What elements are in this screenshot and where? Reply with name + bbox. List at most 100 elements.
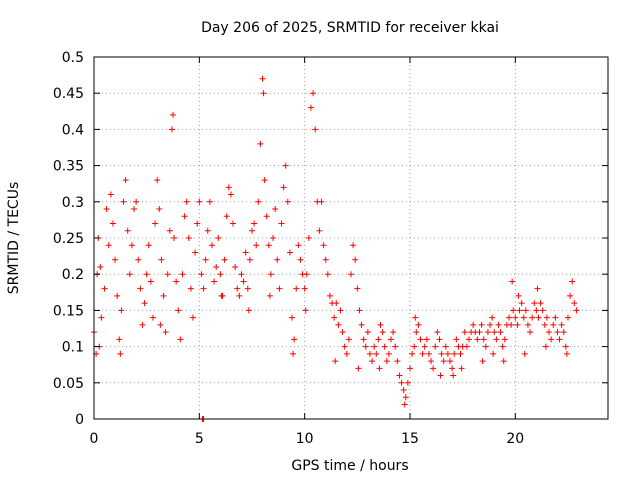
data-point — [534, 285, 541, 292]
data-point — [335, 321, 342, 328]
data-point — [333, 300, 340, 307]
data-point — [369, 358, 376, 365]
data-point — [318, 198, 325, 205]
data-point — [388, 336, 395, 343]
data-point — [371, 343, 378, 350]
data-point — [105, 242, 112, 249]
data-point — [124, 227, 131, 234]
data-point — [432, 343, 439, 350]
data-point — [449, 365, 456, 372]
data-point — [145, 242, 152, 249]
data-point — [149, 314, 156, 321]
data-point — [221, 256, 228, 263]
y-tick-label: 0.3 — [62, 195, 84, 211]
y-tick-label: 0.35 — [53, 159, 84, 175]
data-point — [402, 394, 409, 401]
data-point — [375, 336, 382, 343]
data-point — [470, 321, 477, 328]
data-point — [379, 329, 386, 336]
data-point — [404, 379, 411, 386]
data-point — [350, 242, 357, 249]
data-point — [303, 271, 310, 278]
data-points — [91, 75, 580, 422]
data-point — [531, 300, 538, 307]
data-point — [272, 206, 279, 213]
data-point — [305, 235, 312, 241]
data-point — [533, 307, 540, 314]
data-point — [139, 321, 146, 328]
data-point — [550, 321, 557, 328]
data-point — [419, 350, 426, 357]
data-point — [546, 329, 553, 336]
data-point — [244, 285, 251, 292]
data-point — [251, 220, 258, 227]
y-tick-label: 0.1 — [62, 340, 84, 356]
data-point — [354, 285, 361, 292]
data-point — [461, 329, 468, 336]
data-point — [204, 227, 211, 234]
data-point — [558, 321, 565, 328]
data-point — [411, 343, 418, 350]
data-point — [425, 350, 432, 357]
data-point — [394, 358, 401, 365]
data-point — [128, 242, 135, 249]
data-point — [284, 198, 291, 205]
data-point — [495, 321, 502, 328]
data-point — [482, 343, 489, 350]
data-point — [567, 292, 574, 299]
data-point — [510, 307, 517, 314]
data-point — [406, 365, 413, 372]
data-point — [409, 350, 416, 357]
data-point — [421, 343, 428, 350]
data-point — [257, 140, 264, 147]
data-point — [98, 314, 105, 321]
data-point — [423, 336, 430, 343]
data-point — [524, 321, 531, 328]
data-point — [122, 177, 129, 184]
data-point — [381, 343, 388, 350]
data-point — [478, 321, 485, 328]
data-point — [356, 307, 363, 314]
data-point — [362, 343, 369, 350]
data-point — [293, 285, 300, 292]
x-tick-label: 10 — [296, 431, 314, 447]
data-point — [450, 372, 457, 379]
data-point — [339, 329, 346, 336]
data-point — [493, 336, 500, 343]
data-point — [316, 227, 323, 234]
data-point — [412, 314, 419, 321]
data-point — [290, 350, 297, 357]
data-point — [360, 336, 367, 343]
data-point — [463, 343, 470, 350]
data-point — [234, 285, 241, 292]
data-point — [352, 256, 359, 263]
data-point — [436, 336, 443, 343]
data-point — [345, 336, 352, 343]
data-point — [208, 242, 215, 249]
x-axis-label: GPS time / hours — [291, 458, 408, 474]
data-point — [366, 350, 373, 357]
data-point — [491, 329, 498, 336]
data-point — [398, 379, 405, 386]
data-point — [230, 220, 237, 227]
data-point — [401, 401, 408, 408]
data-point — [415, 321, 422, 328]
data-point — [537, 300, 544, 307]
data-point — [465, 336, 472, 343]
data-point — [156, 206, 163, 213]
data-point — [322, 256, 329, 263]
data-point — [183, 198, 190, 205]
data-point — [202, 256, 209, 263]
data-point — [171, 235, 178, 241]
data-point — [518, 300, 525, 307]
data-point — [348, 271, 354, 278]
data-point — [527, 329, 534, 336]
x-tick-labels: 0 5 10 15 20 — [90, 431, 525, 447]
data-point — [280, 184, 287, 191]
data-point — [341, 343, 348, 350]
data-point — [487, 321, 494, 328]
data-point — [451, 350, 458, 357]
data-point — [358, 321, 365, 328]
chart-title: Day 206 of 2025, SRMTID for receiver kka… — [201, 20, 499, 36]
data-point — [267, 271, 274, 278]
